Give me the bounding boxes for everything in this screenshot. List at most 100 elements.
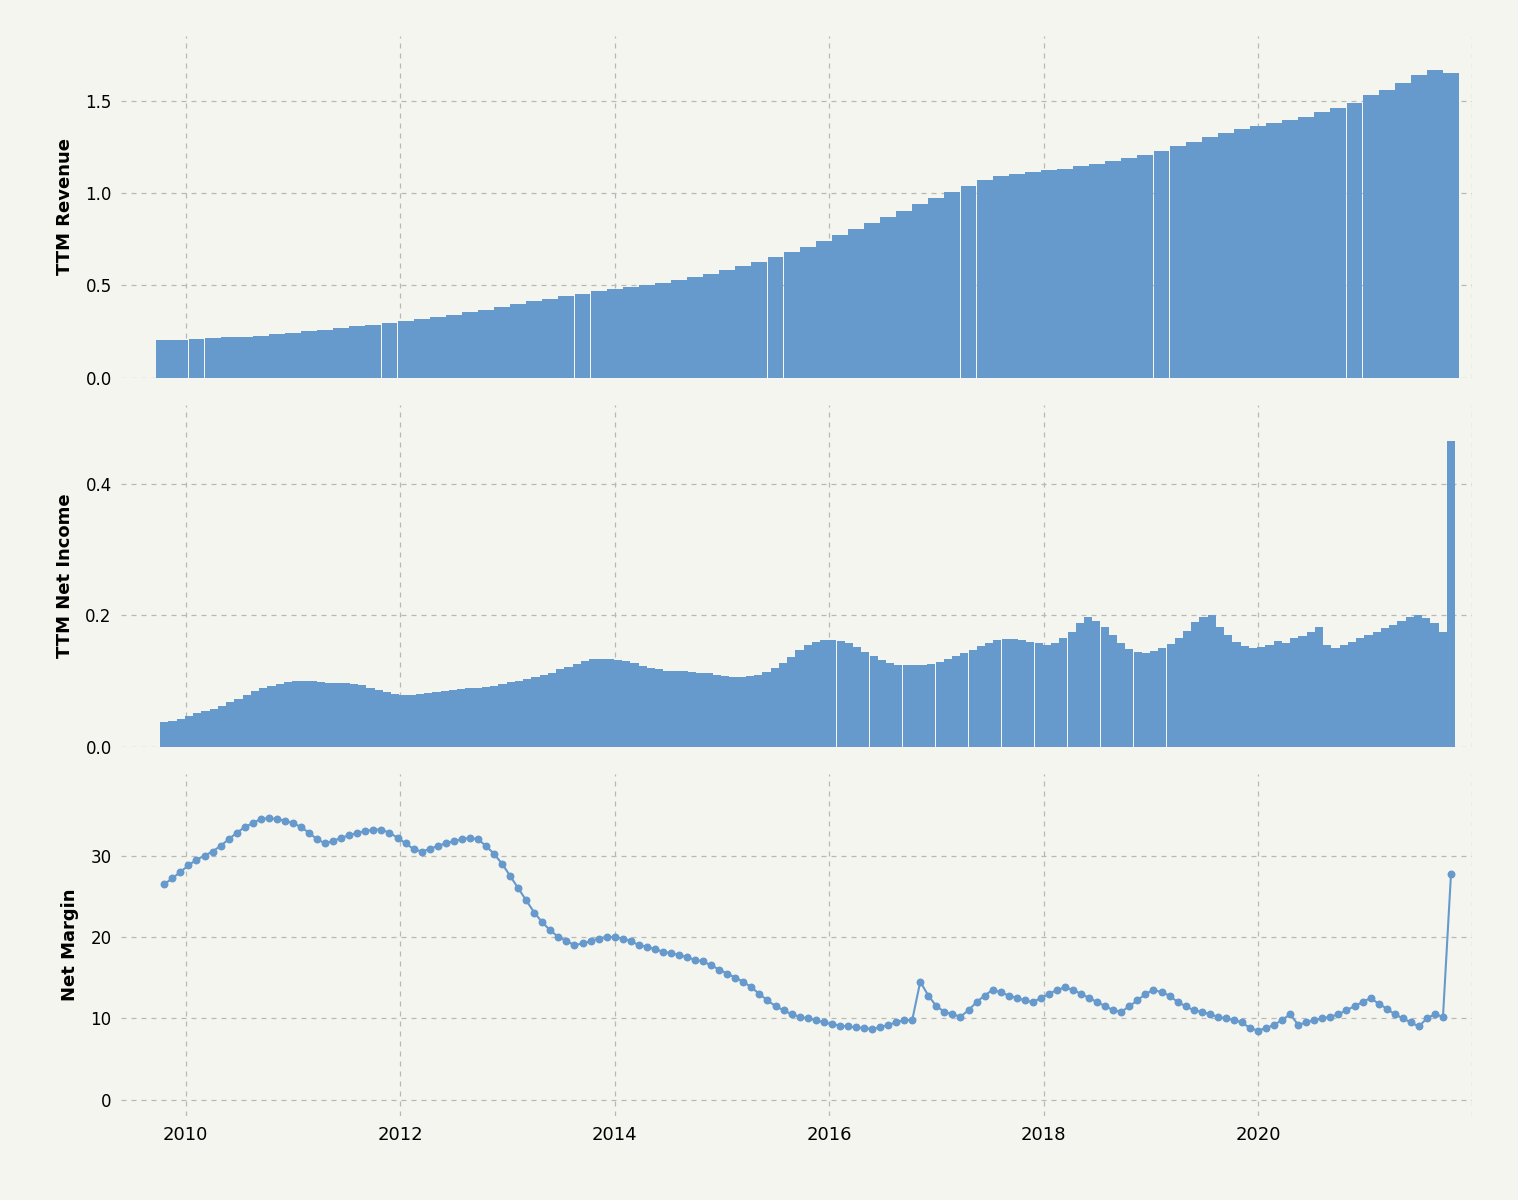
Bar: [308, 682, 317, 746]
Bar: [795, 650, 803, 746]
Bar: [267, 685, 276, 746]
Point: [1374, 998, 1398, 1018]
Point: [1142, 980, 1166, 1000]
Bar: [349, 326, 366, 378]
Point: [859, 1019, 883, 1038]
Point: [474, 836, 498, 856]
Bar: [1413, 616, 1422, 746]
Point: [410, 842, 434, 862]
Point: [1093, 996, 1117, 1015]
Point: [852, 1019, 876, 1038]
Point: [232, 817, 257, 836]
Point: [964, 992, 988, 1012]
Bar: [1170, 146, 1186, 378]
Bar: [1331, 648, 1339, 746]
Bar: [510, 305, 527, 378]
Point: [1302, 1010, 1327, 1030]
Bar: [1444, 72, 1459, 378]
Point: [505, 878, 530, 898]
Bar: [944, 192, 961, 378]
Point: [1439, 864, 1463, 883]
Bar: [762, 672, 771, 746]
Bar: [565, 667, 572, 746]
Bar: [1315, 112, 1330, 378]
Point: [1366, 994, 1390, 1013]
Bar: [433, 692, 440, 746]
Point: [683, 950, 707, 970]
Point: [1181, 1001, 1205, 1020]
Bar: [1002, 640, 1009, 746]
Bar: [1217, 133, 1234, 378]
Bar: [1216, 626, 1224, 746]
Bar: [1202, 137, 1217, 378]
Y-axis label: Net Margin: Net Margin: [62, 889, 79, 1001]
Bar: [1356, 638, 1365, 746]
Bar: [1041, 170, 1057, 378]
Bar: [226, 702, 234, 746]
Point: [1422, 1004, 1447, 1024]
Point: [676, 948, 700, 967]
Bar: [260, 688, 267, 746]
Point: [152, 875, 176, 894]
Point: [756, 991, 780, 1010]
Point: [707, 960, 732, 979]
Bar: [622, 661, 630, 746]
Point: [378, 823, 402, 842]
Bar: [894, 665, 903, 746]
Point: [417, 840, 442, 859]
Point: [1246, 1021, 1271, 1040]
Point: [812, 1013, 836, 1032]
Bar: [527, 301, 542, 378]
Point: [481, 845, 505, 864]
Bar: [918, 665, 927, 746]
Point: [442, 832, 466, 851]
Point: [1214, 1009, 1239, 1028]
Point: [562, 936, 586, 955]
Bar: [1026, 642, 1034, 746]
Bar: [202, 712, 209, 746]
Point: [642, 940, 666, 959]
Point: [322, 832, 346, 851]
Point: [1101, 1001, 1125, 1020]
Point: [1390, 1009, 1415, 1028]
Bar: [408, 695, 416, 746]
Bar: [836, 641, 844, 746]
Point: [659, 943, 683, 962]
Point: [1166, 992, 1190, 1012]
Bar: [1009, 174, 1025, 378]
Point: [1359, 989, 1383, 1008]
Point: [393, 834, 417, 853]
Point: [949, 1007, 973, 1026]
Bar: [1125, 649, 1134, 746]
Bar: [911, 665, 918, 746]
Bar: [783, 252, 800, 378]
Bar: [466, 689, 474, 746]
Bar: [1175, 637, 1183, 746]
Bar: [366, 688, 375, 746]
Bar: [358, 685, 366, 746]
Point: [1271, 1010, 1295, 1030]
Point: [595, 928, 619, 947]
Point: [225, 823, 249, 842]
Bar: [929, 198, 944, 378]
Point: [361, 820, 386, 839]
Bar: [870, 656, 877, 746]
Bar: [688, 277, 703, 378]
Bar: [490, 685, 498, 746]
Bar: [498, 684, 507, 746]
Point: [386, 828, 410, 847]
Point: [883, 1013, 908, 1032]
Point: [249, 809, 273, 828]
Point: [1134, 984, 1158, 1003]
Point: [217, 829, 241, 848]
Point: [1037, 984, 1061, 1003]
Bar: [598, 659, 606, 746]
Bar: [880, 217, 896, 378]
Bar: [168, 720, 176, 746]
Point: [288, 817, 313, 836]
Bar: [1208, 616, 1216, 746]
Point: [466, 829, 490, 848]
Bar: [1090, 164, 1105, 378]
Point: [305, 829, 329, 848]
Point: [1020, 992, 1044, 1012]
